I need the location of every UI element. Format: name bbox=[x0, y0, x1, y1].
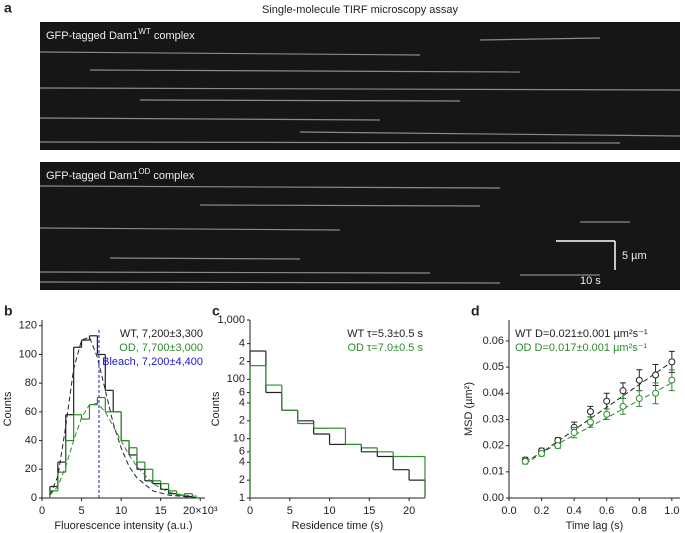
legend-entry: Bleach, 7,200±4,400 bbox=[102, 356, 203, 368]
label-text: GFP-tagged Dam1 bbox=[46, 30, 138, 42]
panel-label: c bbox=[212, 303, 220, 319]
y-tick-label: 0.02 bbox=[483, 440, 504, 452]
y-tick-label: 1 bbox=[239, 492, 245, 504]
kymograph-streaks bbox=[39, 37, 681, 284]
panel-title: Single-molecule TIRF microscopy assay bbox=[262, 4, 459, 16]
fit-line bbox=[525, 382, 673, 462]
data-point bbox=[635, 376, 643, 384]
y-tick-label: 100 bbox=[227, 373, 245, 385]
legend-entry: WT τ=5.3±0.5 s bbox=[347, 328, 423, 340]
x-tick-label: 10 bbox=[115, 505, 127, 517]
y-tick-label: 100 bbox=[19, 348, 37, 360]
y-tick-label: 20 bbox=[25, 463, 37, 475]
x-tick-label: 0.2 bbox=[534, 505, 549, 517]
data-point bbox=[586, 418, 594, 426]
data-point bbox=[538, 450, 546, 457]
legend-entry: WT D=0.021±0.001 µm²s⁻¹ bbox=[515, 328, 648, 340]
data-point bbox=[652, 371, 660, 379]
y-tick-label: 0.00 bbox=[483, 492, 504, 504]
scale-label: 10 s bbox=[580, 275, 601, 287]
legend-entry: OD D=0.017±0.001 µm²s⁻¹ bbox=[515, 342, 648, 354]
x-tick-label: 15 bbox=[363, 505, 375, 517]
legend-entry: WT, 7,200±3,300 bbox=[120, 328, 203, 340]
y-tick-label: 10 bbox=[233, 433, 245, 445]
y-tick-label: 0 bbox=[31, 492, 37, 504]
kymograph bbox=[40, 22, 680, 150]
x-axis-label: Time lag (s) bbox=[566, 520, 624, 532]
data-point bbox=[586, 408, 594, 416]
y-tick-label: 2 bbox=[239, 415, 245, 427]
data-point bbox=[668, 358, 676, 366]
data-point bbox=[619, 387, 627, 395]
label-text: complex bbox=[151, 30, 196, 42]
data-point bbox=[668, 376, 676, 384]
label-superscript: OD bbox=[138, 167, 150, 176]
y-tick-label: 0.04 bbox=[483, 387, 504, 399]
y-tick-label: 0.05 bbox=[483, 361, 504, 373]
x-tick-label: 20×10³ bbox=[183, 505, 218, 517]
data-point bbox=[554, 442, 562, 450]
panel-label: b bbox=[4, 303, 13, 319]
y-tick-label: 2 bbox=[239, 355, 245, 367]
x-tick-label: 0.8 bbox=[632, 505, 647, 517]
y-tick-label: 6 bbox=[239, 446, 245, 458]
x-tick-label: 10 bbox=[323, 505, 335, 517]
y-axis-label: Counts bbox=[210, 391, 222, 426]
data-point bbox=[603, 410, 611, 418]
y-tick-label: 0.06 bbox=[483, 335, 504, 347]
x-tick-label: 0 bbox=[247, 505, 253, 517]
x-axis-label: Residence time (s) bbox=[292, 520, 384, 532]
scale-label: 5 µm bbox=[622, 250, 647, 262]
data-point bbox=[603, 397, 611, 405]
y-tick-label: 60 bbox=[25, 406, 37, 418]
x-tick-label: 0.6 bbox=[599, 505, 614, 517]
y-tick-label: 0.03 bbox=[483, 413, 504, 425]
y-tick-label: 6 bbox=[239, 386, 245, 398]
legend-entry: OD τ=7.0±0.5 s bbox=[347, 342, 423, 354]
x-tick-label: 5 bbox=[287, 505, 293, 517]
y-tick-label: 4 bbox=[239, 338, 245, 350]
panel-label: d bbox=[471, 303, 480, 319]
x-tick-label: 1.0 bbox=[664, 505, 679, 517]
label-text: GFP-tagged Dam1 bbox=[46, 170, 138, 182]
y-axis-label: MSD (µm²) bbox=[463, 382, 475, 436]
kymograph bbox=[40, 162, 680, 290]
panel-label: a bbox=[4, 0, 12, 16]
x-tick-label: 15 bbox=[155, 505, 167, 517]
y-tick-label: 0.01 bbox=[483, 466, 504, 478]
y-tick-label: 4 bbox=[239, 397, 245, 409]
y-tick-label: 1,000 bbox=[217, 314, 245, 326]
fit-curve bbox=[49, 336, 201, 499]
label-superscript: WT bbox=[138, 27, 151, 36]
y-tick-label: 40 bbox=[25, 434, 37, 446]
fit-curve bbox=[49, 402, 201, 498]
x-tick-label: 0.4 bbox=[566, 505, 581, 517]
data-point bbox=[652, 389, 660, 397]
kymograph-label: GFP-tagged Dam1OD complex bbox=[46, 167, 195, 182]
y-tick-label: 2 bbox=[239, 474, 245, 486]
y-axis-label: Counts bbox=[2, 391, 14, 426]
y-tick-label: 4 bbox=[239, 456, 245, 468]
fit-line bbox=[525, 361, 673, 465]
data-point bbox=[619, 402, 627, 410]
x-tick-label: 0.0 bbox=[501, 505, 516, 517]
x-tick-label: 5 bbox=[79, 505, 85, 517]
x-axis-label: Fluorescence intensity (a.u.) bbox=[54, 520, 192, 532]
y-tick-label: 120 bbox=[19, 320, 37, 332]
label-text: complex bbox=[150, 170, 195, 182]
data-point bbox=[635, 395, 643, 403]
data-point bbox=[570, 429, 578, 437]
legend-entry: OD, 7,700±3,000 bbox=[119, 342, 203, 354]
x-tick-label: 0 bbox=[39, 505, 45, 517]
kymograph-label: GFP-tagged Dam1WT complex bbox=[46, 27, 195, 42]
x-tick-label: 20 bbox=[403, 505, 415, 517]
data-point bbox=[521, 457, 529, 465]
y-tick-label: 80 bbox=[25, 377, 37, 389]
